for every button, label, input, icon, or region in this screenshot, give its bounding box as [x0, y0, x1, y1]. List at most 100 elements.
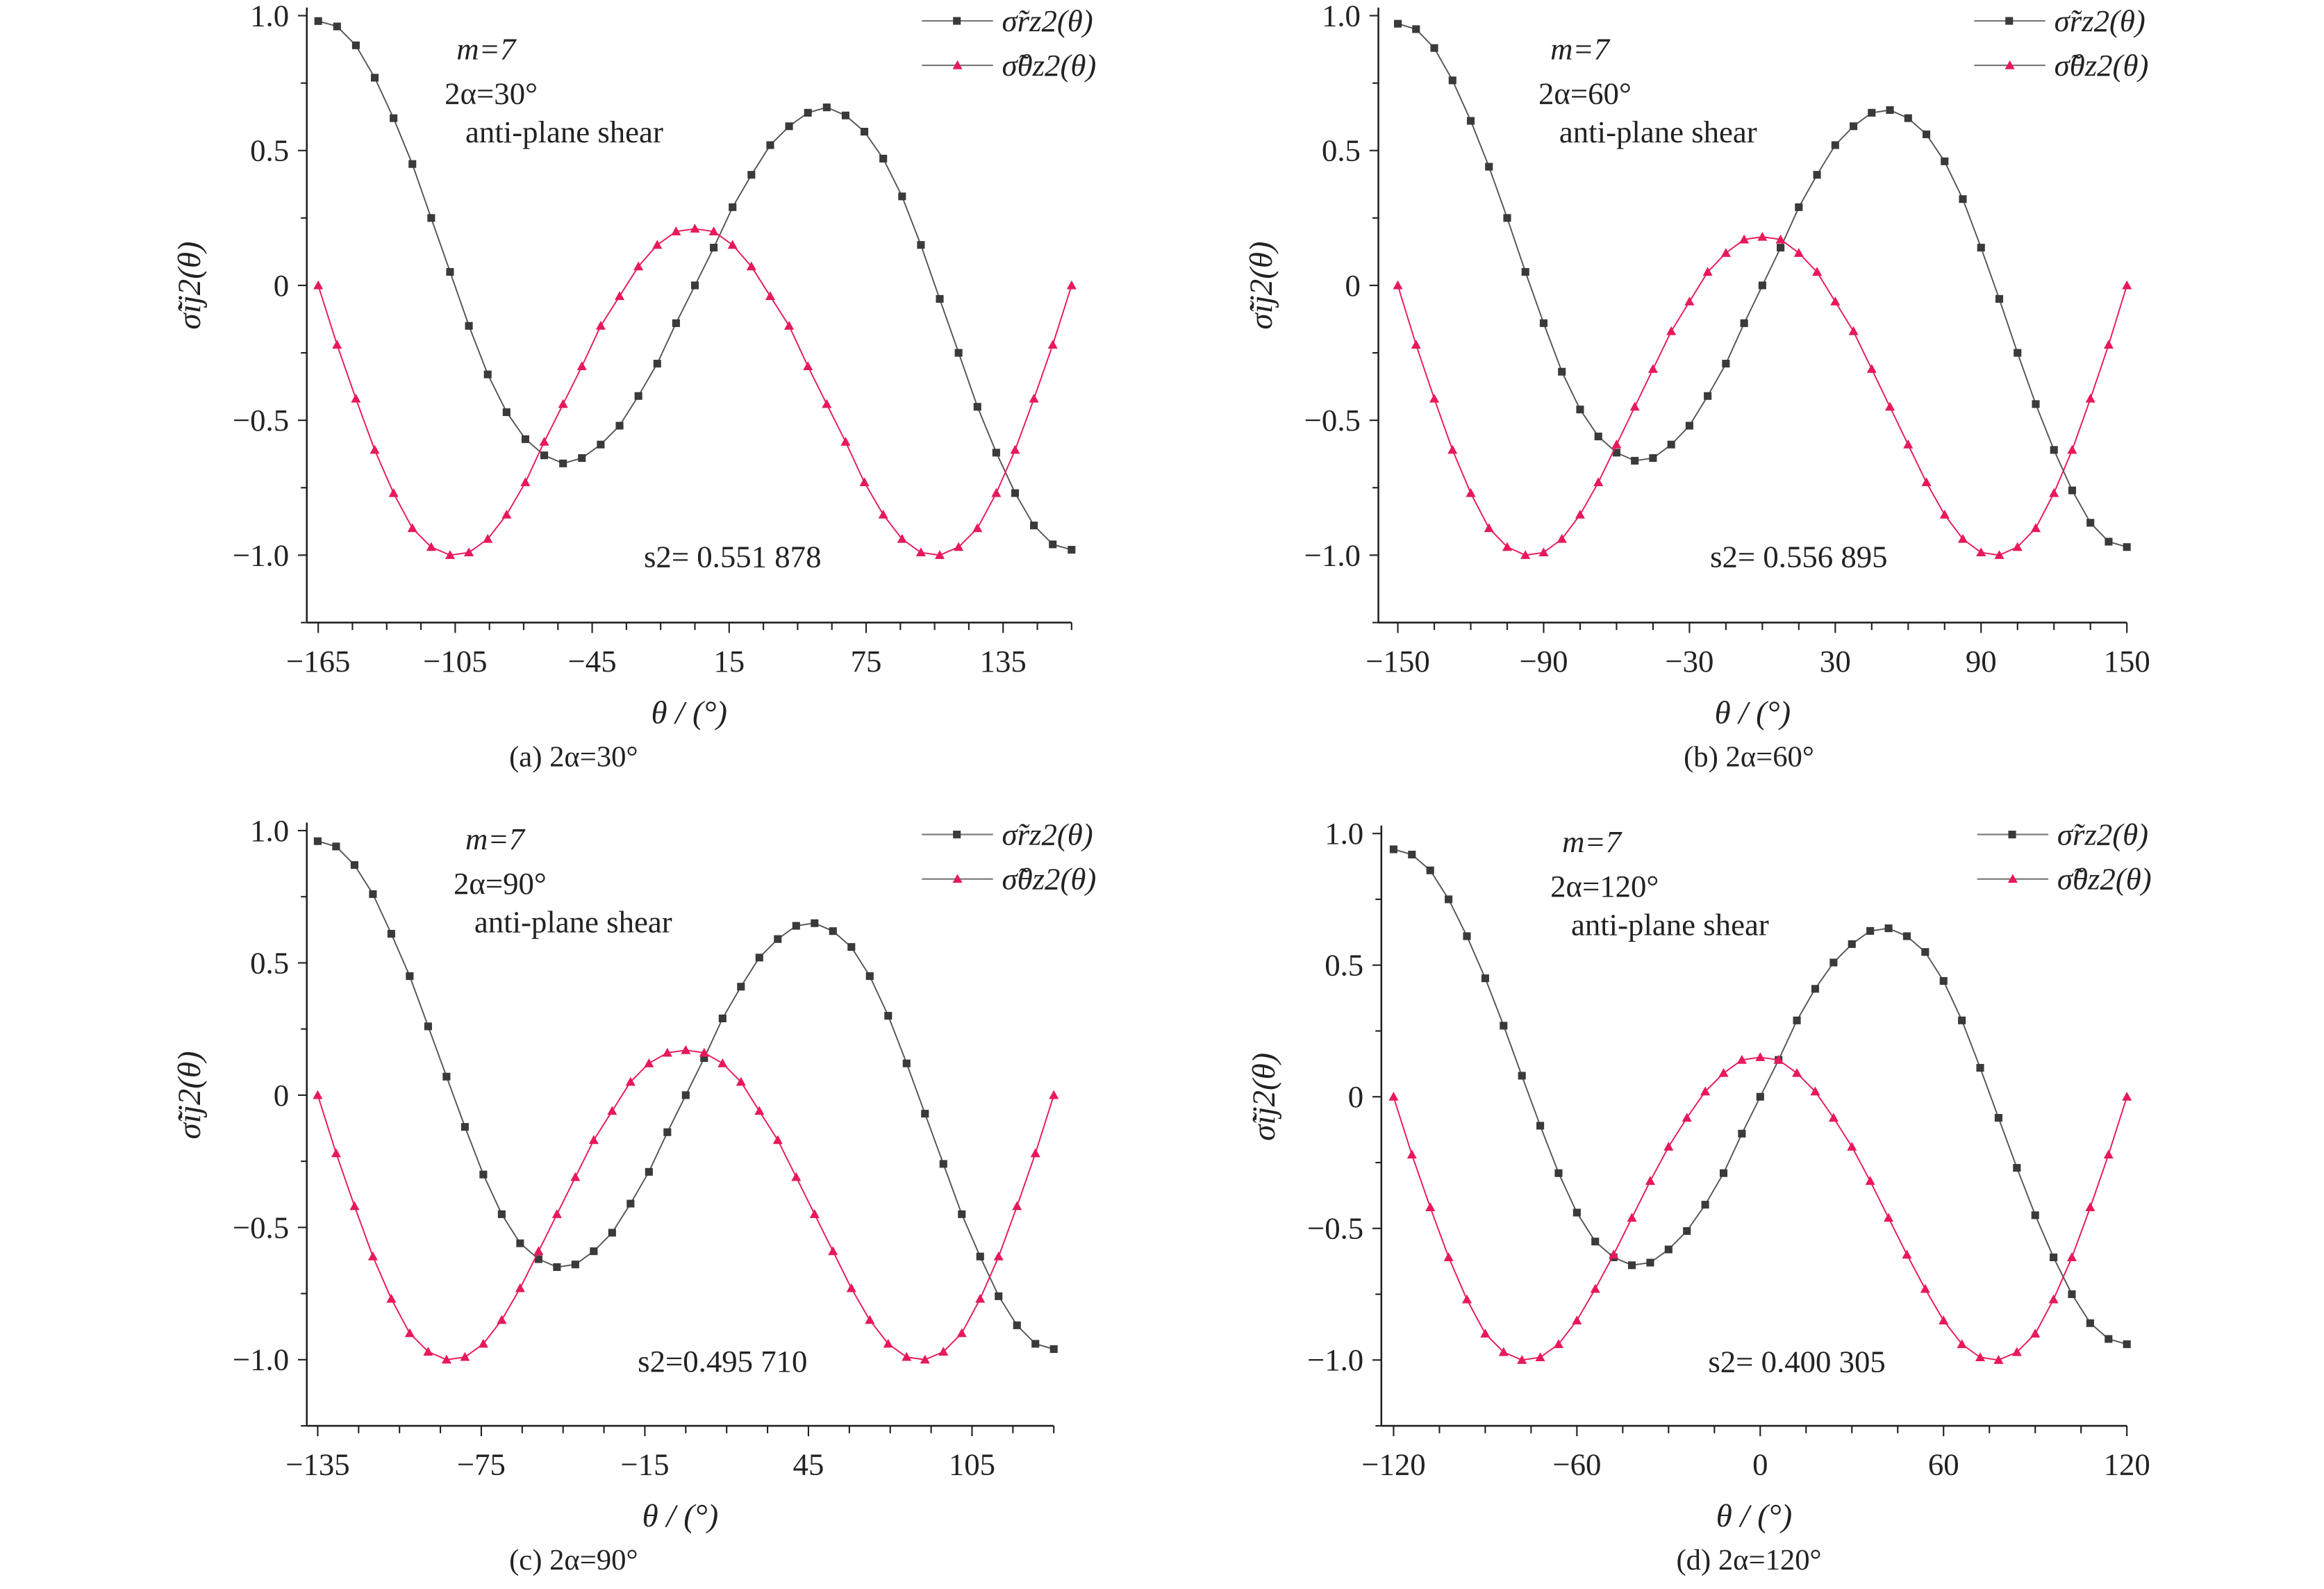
data-point-thetaz2 — [993, 1251, 1004, 1261]
data-point-thetaz2 — [746, 261, 756, 271]
data-point-rz2 — [865, 972, 874, 981]
data-point-thetaz2 — [1848, 326, 1859, 335]
y-tick-label: 0.5 — [250, 945, 289, 980]
chart-panel-b: 1.0 0.5 0 −0.5 −1.0 −150 −90 −30 30 90 150 θ / (°) σ… — [1243, 0, 2150, 773]
data-point-rz2 — [902, 1059, 911, 1067]
data-point-rz2 — [1850, 122, 1858, 131]
data-point-rz2 — [2105, 1335, 2113, 1343]
data-point-thetaz2 — [954, 542, 964, 551]
data-point-thetaz2 — [972, 523, 983, 533]
data-point-rz2 — [1958, 1016, 1966, 1024]
data-point-thetaz2 — [717, 1058, 728, 1067]
data-point-thetaz2 — [1611, 439, 1622, 449]
data-point-rz2 — [729, 203, 737, 211]
data-point-thetaz2 — [1411, 340, 1421, 349]
data-point-rz2 — [1631, 456, 1639, 465]
x-tick-label: 120 — [2104, 1447, 2150, 1481]
data-point-thetaz2 — [313, 1090, 323, 1099]
data-point-thetaz2 — [2012, 542, 2023, 551]
legend-label: σ̃θz2(θ) — [2057, 862, 2152, 897]
data-point-thetaz2 — [791, 1172, 802, 1181]
data-point-rz2 — [1939, 976, 1948, 985]
data-point-rz2 — [973, 403, 981, 411]
data-point-thetaz2 — [920, 1354, 930, 1364]
data-point-thetaz2 — [501, 509, 512, 519]
data-point-thetaz2 — [1939, 1315, 1949, 1324]
data-point-rz2 — [1866, 926, 1875, 935]
data-point-thetaz2 — [1755, 1052, 1766, 1061]
data-point-thetaz2 — [1010, 444, 1020, 454]
x-tick-label: 60 — [1928, 1447, 1959, 1481]
legend-marker-square — [2008, 831, 2016, 839]
data-point-rz2 — [766, 141, 774, 149]
y-tick-label: 0 — [1348, 1079, 1363, 1114]
data-point-thetaz2 — [822, 399, 832, 408]
data-point-thetaz2 — [1557, 533, 1567, 543]
data-point-thetaz2 — [1865, 1176, 1875, 1185]
data-point-thetaz2 — [1627, 1213, 1637, 1222]
panel-caption: (c) 2α=90° — [509, 1544, 638, 1576]
data-point-thetaz2 — [625, 1076, 636, 1086]
annotation-angle: 2α=120° — [1550, 869, 1659, 904]
data-point-rz2 — [571, 1261, 579, 1269]
data-point-thetaz2 — [2049, 488, 2059, 497]
data-point-thetaz2 — [1702, 267, 1713, 276]
data-point-thetaz2 — [1066, 280, 1077, 290]
data-point-rz2 — [1445, 895, 1453, 904]
data-point-rz2 — [1793, 1016, 1801, 1024]
data-point-rz2 — [1777, 244, 1785, 252]
data-point-rz2 — [681, 1091, 690, 1099]
data-point-thetaz2 — [1885, 401, 1895, 411]
s2-annotation: s2= 0.551 878 — [644, 539, 821, 574]
annotation-load: anti-plane shear — [1559, 115, 1757, 149]
data-point-rz2 — [992, 449, 1000, 457]
data-point-rz2 — [792, 922, 800, 930]
data-point-rz2 — [995, 1292, 1003, 1300]
data-point-thetaz2 — [1443, 1252, 1454, 1262]
y-tick-label: 0.5 — [1325, 948, 1363, 983]
data-point-thetaz2 — [671, 226, 681, 235]
data-point-thetaz2 — [765, 291, 776, 301]
data-point-thetaz2 — [1406, 1149, 1417, 1159]
y-tick-label: 1.0 — [1322, 0, 1361, 33]
data-point-thetaz2 — [975, 1293, 986, 1303]
data-point-thetaz2 — [445, 550, 456, 559]
data-point-rz2 — [954, 349, 963, 357]
x-tick-label: −135 — [285, 1447, 349, 1481]
data-point-rz2 — [672, 319, 680, 327]
data-point-rz2 — [718, 1014, 727, 1022]
data-point-thetaz2 — [2048, 1294, 2059, 1304]
data-point-thetaz2 — [1663, 1142, 1674, 1151]
data-point-rz2 — [534, 1255, 542, 1263]
data-point-rz2 — [1412, 25, 1420, 33]
data-point-thetaz2 — [1590, 1283, 1600, 1293]
data-point-rz2 — [2123, 543, 2131, 551]
data-point-thetaz2 — [1810, 1086, 1820, 1096]
data-point-rz2 — [917, 241, 925, 249]
data-point-rz2 — [2068, 486, 2077, 494]
data-point-rz2 — [2086, 519, 2095, 527]
data-point-thetaz2 — [1975, 1352, 1986, 1362]
data-point-rz2 — [2032, 400, 2040, 408]
data-point-rz2 — [1430, 44, 1438, 52]
y-tick-label: −1.0 — [233, 1342, 289, 1377]
data-point-rz2 — [1740, 319, 1748, 327]
data-point-rz2 — [370, 74, 379, 82]
data-point-rz2 — [1049, 540, 1057, 549]
data-point-thetaz2 — [1666, 326, 1677, 335]
data-point-thetaz2 — [1792, 1067, 1802, 1077]
annotation-load: anti-plane shear — [1571, 908, 1769, 942]
data-point-rz2 — [1646, 1258, 1654, 1267]
data-point-rz2 — [1995, 294, 2004, 303]
data-point-thetaz2 — [533, 1246, 544, 1256]
data-point-rz2 — [590, 1247, 598, 1256]
data-point-thetaz2 — [828, 1246, 838, 1256]
data-point-thetaz2 — [662, 1047, 672, 1057]
data-point-thetaz2 — [883, 1338, 893, 1348]
data-point-rz2 — [1030, 522, 1038, 530]
data-point-thetaz2 — [1502, 542, 1513, 551]
y-axis-label: σ̃ij2(θ) — [172, 241, 208, 329]
data-point-rz2 — [1500, 1022, 1508, 1030]
data-point-thetaz2 — [652, 240, 663, 249]
